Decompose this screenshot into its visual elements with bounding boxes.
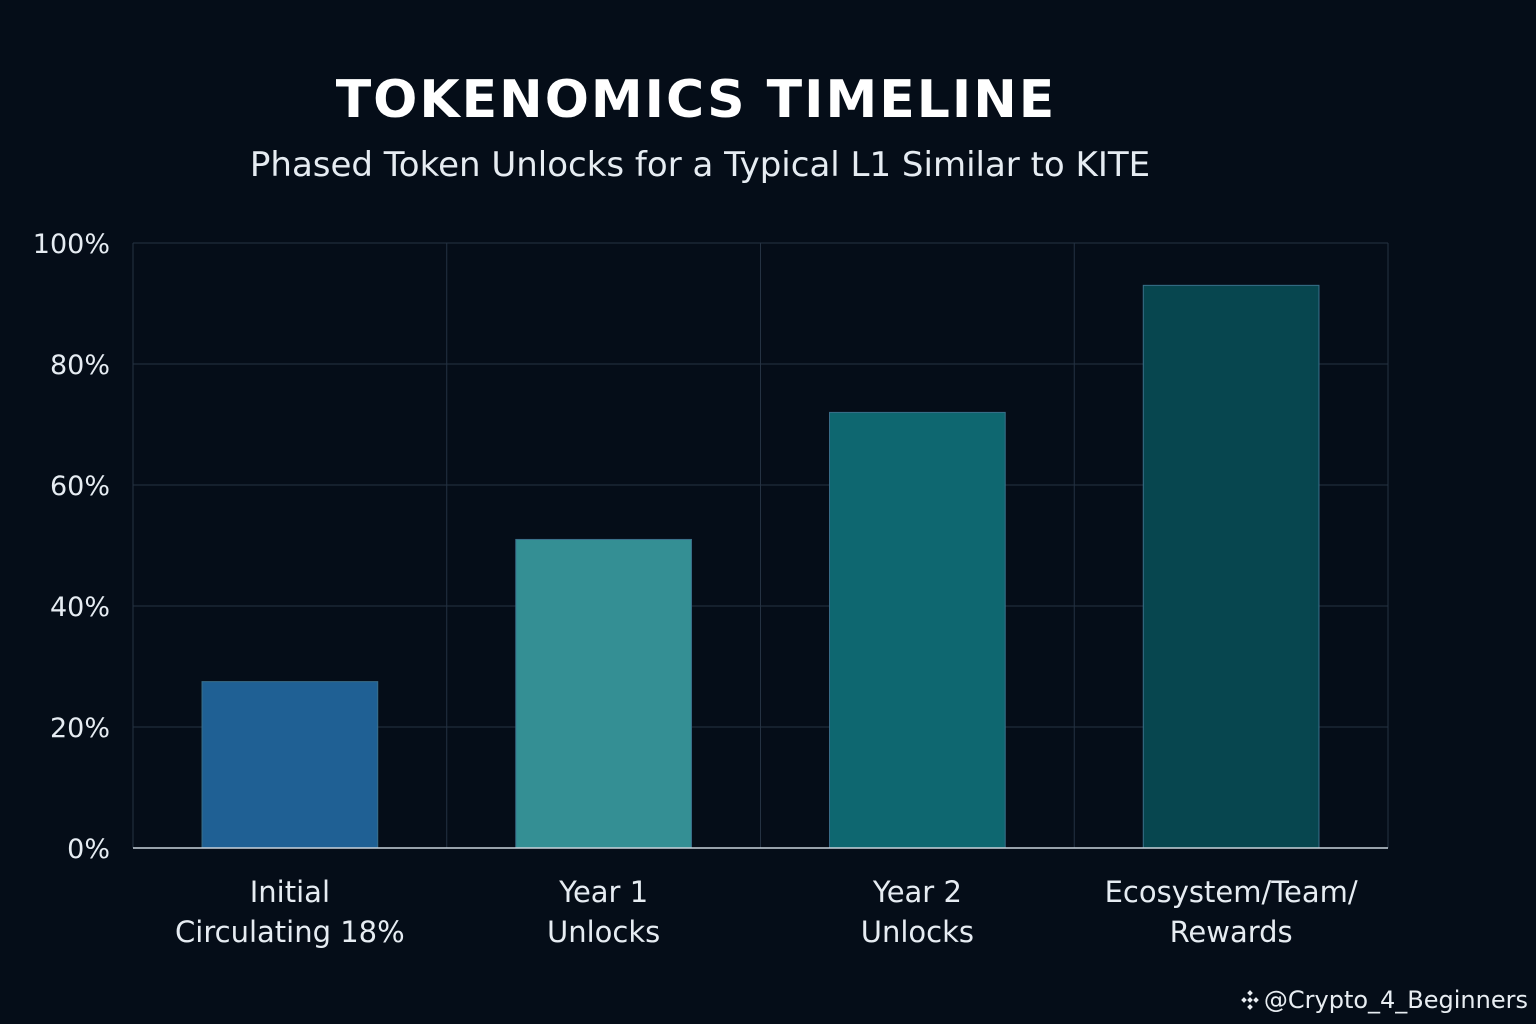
x-tick-label: Year 1 Unlocks <box>547 875 660 949</box>
x-tick-label-line: Year 2 <box>872 875 962 909</box>
x-tick-label: Ecosystem/Team/Rewards <box>1105 875 1358 949</box>
y-tick-label: 0% <box>67 834 110 865</box>
chart-subtitle: Phased Token Unlocks for a Typical L1 Si… <box>249 145 1151 185</box>
bar <box>201 681 379 849</box>
bar <box>515 538 692 849</box>
x-tick-label-line: Unlocks <box>861 915 974 949</box>
x-tick-label-line: Ecosystem/Team/ <box>1105 875 1358 909</box>
watermark: @Crypto_4_Beginners <box>1240 986 1528 1014</box>
x-tick-label-line: Circulating 18% <box>175 915 405 949</box>
binance-diamond-icon <box>1241 990 1259 1010</box>
y-tick-label: 60% <box>50 471 110 502</box>
x-tick-label-line: Year 1 <box>558 875 648 909</box>
bar <box>829 411 1006 849</box>
y-tick-label: 80% <box>50 350 110 381</box>
x-tick-label-line: Initial <box>250 875 330 909</box>
x-tick-label-line: Unlocks <box>547 915 660 949</box>
y-tick-label: 100% <box>33 229 110 260</box>
watermark-text: @Crypto_4_Beginners <box>1263 986 1528 1014</box>
chart-title: TOKENOMICS TIMELINE <box>335 70 1057 130</box>
y-tick-label: 20% <box>50 713 110 744</box>
x-tick-label-line: Rewards <box>1170 915 1293 949</box>
bar <box>1142 284 1320 849</box>
x-tick-label: Initial Circulating 18% <box>175 875 405 949</box>
x-tick-label: Year 2 Unlocks <box>861 875 974 949</box>
y-tick-label: 40% <box>50 592 110 623</box>
